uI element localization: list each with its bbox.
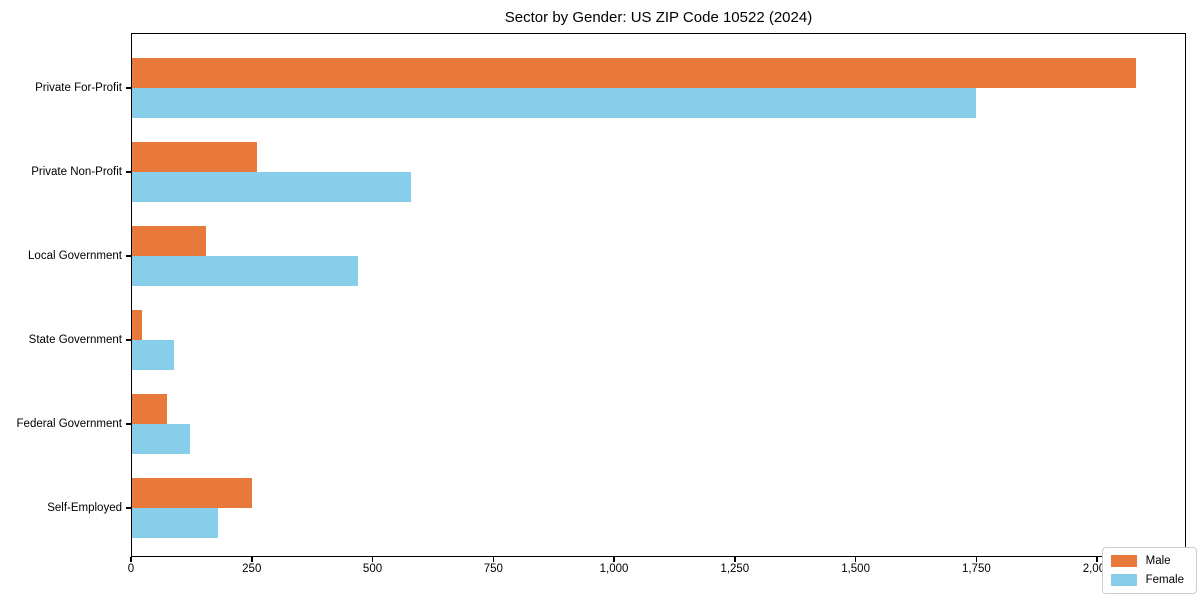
bar-female-federal-government: [131, 424, 191, 454]
ytick-mark-private-non-profit: [126, 171, 131, 173]
bar-female-state-government: [131, 340, 175, 370]
ytick-mark-federal-government: [126, 423, 131, 425]
xtick-mark-2000: [1096, 557, 1098, 562]
xtick-mark-1250: [734, 557, 736, 562]
ytick-label-private-non-profit: Private Non-Profit: [31, 166, 122, 178]
chart-title: Sector by Gender: US ZIP Code 10522 (202…: [504, 9, 813, 26]
xtick-mark-750: [492, 557, 495, 562]
female-legend-swatch: [1110, 574, 1137, 586]
bar-female-private-non-profit: [131, 172, 412, 202]
ytick-label-self-employed: Self-Employed: [47, 502, 122, 514]
bar-female-local-government: [131, 256, 359, 286]
bar-male-private-for-profit: [131, 58, 1136, 88]
bar-male-local-government: [131, 226, 206, 256]
xtick-label-1250: 1,250: [720, 563, 750, 575]
legend-label-male: Male: [1145, 555, 1171, 567]
plot-area: [131, 33, 1186, 557]
xtick-label-0: 0: [127, 563, 135, 575]
ytick-label-state-government: State Government: [28, 334, 122, 346]
xtick-label-250: 250: [242, 563, 262, 575]
xtick-label-1500: 1,500: [841, 563, 870, 575]
male-legend-swatch: [1110, 555, 1137, 567]
legend-item-female: Female: [1110, 574, 1184, 586]
ytick-mark-local-government: [126, 255, 131, 257]
ytick-label-private-for-profit: Private For-Profit: [35, 82, 122, 94]
bar-male-private-non-profit: [131, 142, 257, 172]
xtick-mark-1000: [613, 557, 615, 562]
xtick-mark-500: [371, 557, 374, 562]
xtick-mark-0: [130, 557, 132, 562]
ytick-mark-state-government: [126, 339, 131, 341]
xtick-label-750: 750: [483, 563, 503, 575]
xtick-mark-1750: [975, 557, 978, 562]
bar-female-self-employed: [131, 508, 218, 538]
ytick-label-federal-government: Federal Government: [16, 418, 122, 430]
bar-female-private-for-profit: [131, 88, 977, 118]
xtick-mark-250: [251, 557, 253, 562]
ytick-label-local-government: Local Government: [28, 250, 122, 262]
bar-male-state-government: [131, 310, 143, 340]
legend-label-female: Female: [1145, 574, 1184, 586]
ytick-mark-self-employed: [126, 507, 131, 509]
bar-male-self-employed: [131, 478, 252, 508]
xtick-label-1750: 1,750: [961, 563, 991, 575]
xtick-label-500: 500: [362, 563, 383, 575]
ytick-mark-private-for-profit: [126, 87, 131, 89]
legend: Male Female: [1101, 547, 1197, 594]
xtick-mark-1500: [854, 557, 857, 562]
legend-item-male: Male: [1110, 555, 1184, 567]
xtick-label-1000: 1,000: [599, 563, 629, 575]
bar-male-federal-government: [131, 394, 168, 424]
